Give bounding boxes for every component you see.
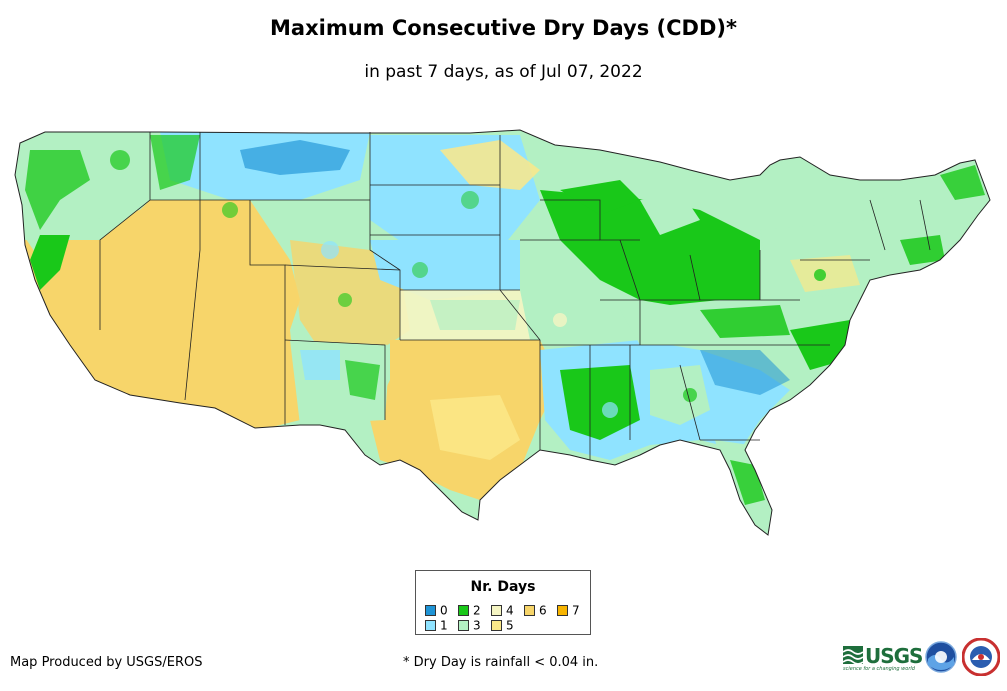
region-ms-green: [560, 365, 640, 440]
region-idaho-green: [150, 135, 200, 190]
region-nm-green: [345, 360, 380, 400]
region-texas-yellow: [430, 395, 520, 460]
legend-swatch-0: [425, 605, 436, 616]
legend-swatch-3: [458, 620, 469, 631]
legend-item-1: 1: [425, 618, 448, 633]
legend: Nr. Days 0 1 2 3 4 5 6 7: [415, 570, 591, 635]
map-subtitle: in past 7 days, as of Jul 07, 2022: [364, 62, 643, 82]
usgs-logo: USGS science for a changing world: [843, 644, 923, 672]
region-maine-green: [940, 165, 985, 200]
legend-item-3: 3: [458, 618, 481, 633]
credit-text: Map Produced by USGS/EROS: [10, 655, 203, 670]
region-montana-blue: [240, 140, 350, 175]
legend-swatch-5: [491, 620, 502, 631]
region-sc-blue: [700, 350, 790, 395]
nws-logo-icon: [962, 638, 1000, 676]
us-map-svg: [14, 129, 991, 536]
region-nd-yellow: [440, 140, 540, 190]
region-kansas-mint: [430, 300, 520, 330]
legend-swatch-4: [491, 605, 502, 616]
region-ma-green: [900, 235, 945, 265]
legend-item-7: 7: [557, 603, 580, 618]
cdd-raster-layer: [15, 130, 990, 535]
region-nebraska-sky: [370, 240, 520, 300]
legend-item-6: 6: [524, 603, 547, 618]
us-map: [0, 120, 1007, 550]
state-borders: [99, 132, 931, 460]
legend-swatch-2: [458, 605, 469, 616]
legend-item-4: 4: [491, 603, 514, 618]
legend-swatch-6: [524, 605, 535, 616]
region-al-mint: [650, 365, 710, 425]
usgs-wave-icon: [843, 646, 863, 664]
legend-swatch-7: [557, 605, 568, 616]
legend-item-2: 2: [458, 603, 481, 618]
legend-title: Nr. Days: [470, 579, 536, 595]
map-title: Maximum Consecutive Dry Days (CDD)*: [270, 16, 737, 40]
region-michigan-mint: [640, 190, 700, 235]
region-nm-sky: [300, 350, 340, 380]
region-wisconsin-green: [560, 180, 640, 215]
region-missouri-mint: [520, 290, 620, 350]
region-pnw-green: [25, 150, 90, 230]
noaa-logo-icon: [925, 641, 957, 673]
legend-item-5: 5: [491, 618, 514, 633]
footnote-text: * Dry Day is rainfall < 0.04 in.: [403, 655, 599, 670]
legend-item-0: 0: [425, 603, 448, 618]
region-midwest-green: [540, 190, 760, 310]
legend-swatch-1: [425, 620, 436, 631]
region-nca-green: [30, 235, 70, 290]
region-wv-green: [700, 305, 790, 338]
